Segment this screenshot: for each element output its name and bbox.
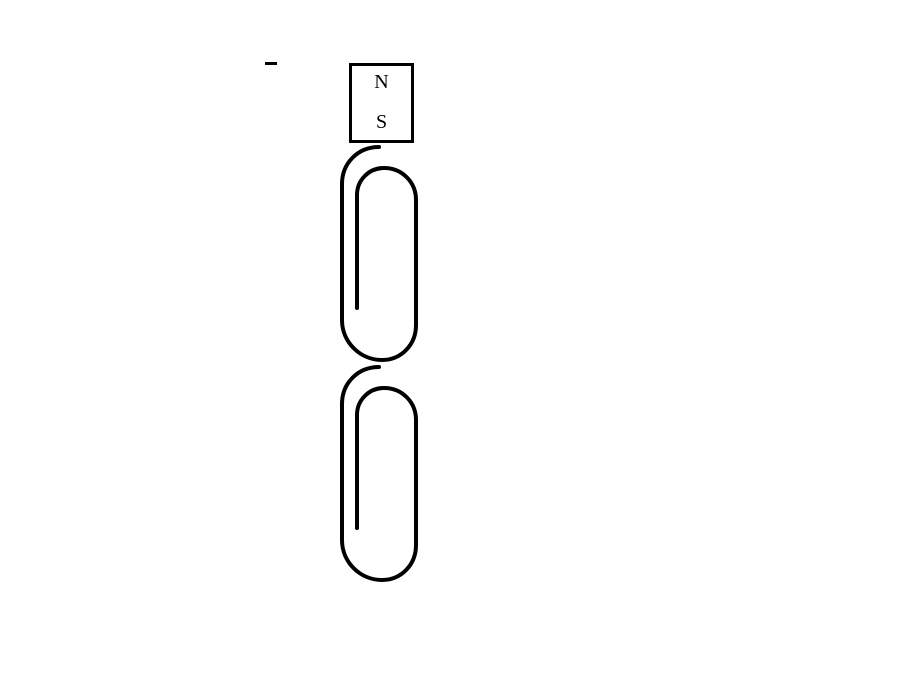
magnet-north-label: N: [374, 71, 388, 94]
bar-magnet: N S: [349, 63, 414, 143]
diagram-canvas: N S: [0, 0, 920, 690]
tick-mark: [265, 62, 277, 65]
paperclip-2: [338, 365, 420, 582]
magnet-south-label: S: [376, 111, 387, 134]
paperclip-1: [338, 145, 420, 362]
